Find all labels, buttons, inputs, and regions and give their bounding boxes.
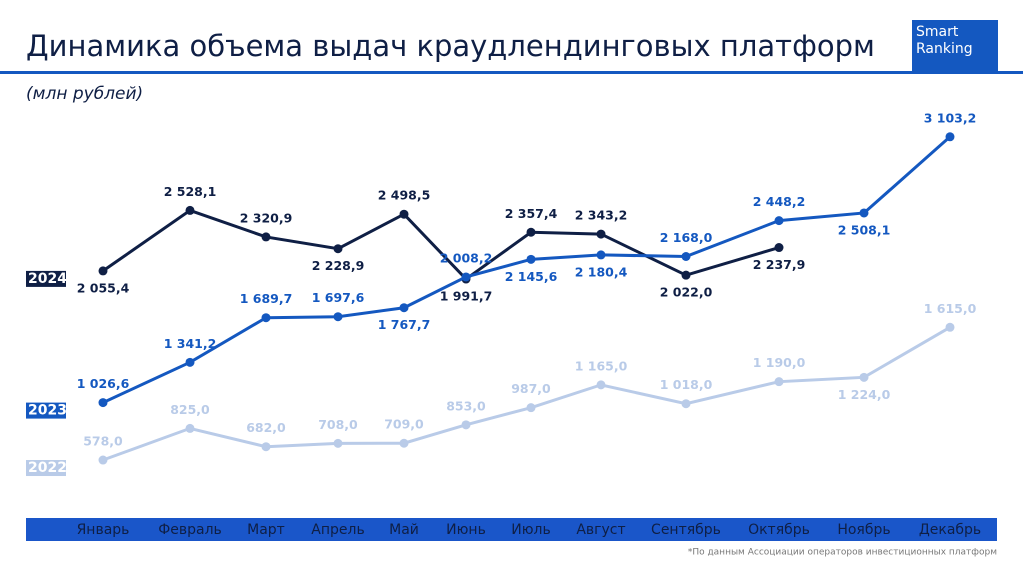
data-point (399, 438, 409, 448)
data-point (945, 132, 955, 142)
data-point (859, 372, 869, 382)
x-tick-label: Январь (77, 522, 130, 538)
data-label: 3 103,2 (924, 110, 977, 125)
data-point (526, 254, 536, 264)
data-label: 2 008,2 (440, 250, 493, 265)
data-point (774, 216, 784, 226)
data-label: 2 343,2 (575, 208, 628, 223)
data-point (98, 266, 108, 276)
data-label: 2 022,0 (660, 285, 713, 300)
data-point (333, 244, 343, 254)
data-label: 2 498,5 (378, 188, 431, 203)
data-label: 1 224,0 (838, 387, 891, 402)
x-tick-label: Декабрь (919, 522, 981, 538)
data-point (681, 251, 691, 261)
data-label: 1 190,0 (753, 355, 806, 370)
x-tick-label: Апрель (311, 522, 364, 538)
data-point (399, 209, 409, 219)
data-label: 2 237,9 (753, 257, 806, 272)
data-point (185, 423, 195, 433)
legend-label: 2022 (28, 460, 67, 476)
data-label: 682,0 (246, 420, 286, 435)
data-point (945, 322, 955, 332)
data-label: 2 508,1 (838, 222, 891, 237)
logo-box (912, 20, 998, 72)
data-point (774, 377, 784, 387)
data-label: 1 018,0 (660, 377, 713, 392)
data-point (461, 420, 471, 430)
data-label: 2 145,6 (505, 269, 558, 284)
data-label: 1 689,7 (240, 291, 293, 306)
data-point (681, 399, 691, 409)
data-label: 1 697,6 (312, 290, 365, 305)
legend-box (26, 402, 66, 419)
data-label: 578,0 (83, 434, 123, 449)
data-label: 2 448,2 (753, 194, 806, 209)
data-label: 1 165,0 (575, 358, 628, 373)
x-tick-label: Октябрь (748, 522, 810, 538)
data-point (185, 357, 195, 367)
chart-title: Динамика объема выдач краудлендинговых п… (26, 29, 875, 63)
x-tick-label: Февраль (158, 522, 222, 538)
data-point (261, 313, 271, 323)
legend-box (26, 460, 66, 477)
data-point (774, 243, 784, 253)
data-point (526, 227, 536, 237)
data-point (526, 403, 536, 413)
legend-box (26, 270, 66, 287)
data-label: 1 615,0 (924, 301, 977, 316)
series-line (102, 135, 951, 404)
logo-text: Ranking (916, 41, 973, 57)
data-point (98, 455, 108, 465)
data-point (399, 303, 409, 313)
data-label: 709,0 (384, 417, 424, 432)
logo-text: Smart (916, 24, 959, 40)
data-label: 2 168,0 (660, 230, 713, 245)
data-point (596, 380, 606, 390)
data-label: 708,0 (318, 417, 358, 432)
data-label: 2 180,4 (575, 264, 628, 279)
data-label: 825,0 (170, 402, 210, 417)
data-label: 2 357,4 (505, 206, 558, 221)
data-label: 2 320,9 (240, 210, 293, 225)
data-label: 1 026,6 (77, 376, 130, 391)
x-tick-label: Сентябрь (651, 522, 721, 538)
data-point (98, 398, 108, 408)
data-label: 987,0 (511, 381, 551, 396)
data-point (681, 270, 691, 280)
title-rule (0, 71, 1023, 74)
legend-label: 2023 (28, 403, 67, 419)
x-tick-label: Ноябрь (837, 522, 890, 538)
data-point (859, 208, 869, 218)
data-point (461, 272, 471, 282)
data-point (596, 229, 606, 239)
x-tick-label: Июнь (446, 522, 486, 538)
data-point (261, 442, 271, 452)
data-label: 2 055,4 (77, 280, 130, 295)
data-point (596, 250, 606, 260)
x-tick-label: Май (389, 522, 419, 538)
subtitle: (млн рублей) (26, 84, 143, 104)
legend-label: 2024 (28, 271, 67, 287)
data-label: 1 991,7 (440, 289, 493, 304)
data-label: 1 341,2 (164, 336, 217, 351)
data-label: 853,0 (446, 398, 486, 413)
data-point (333, 438, 343, 448)
x-tick-label: Август (576, 522, 625, 538)
data-point (261, 232, 271, 242)
data-point (333, 312, 343, 322)
footnote: *По данным Ассоциации операторов инвести… (688, 548, 997, 558)
series-line (102, 325, 951, 462)
data-label: 2 228,9 (312, 258, 365, 273)
x-tick-label: Март (247, 522, 285, 538)
data-label: 1 767,7 (378, 317, 431, 332)
data-point (185, 205, 195, 215)
x-tick-label: Июль (511, 522, 550, 538)
axis-band (26, 518, 997, 541)
data-label: 2 528,1 (164, 184, 217, 199)
